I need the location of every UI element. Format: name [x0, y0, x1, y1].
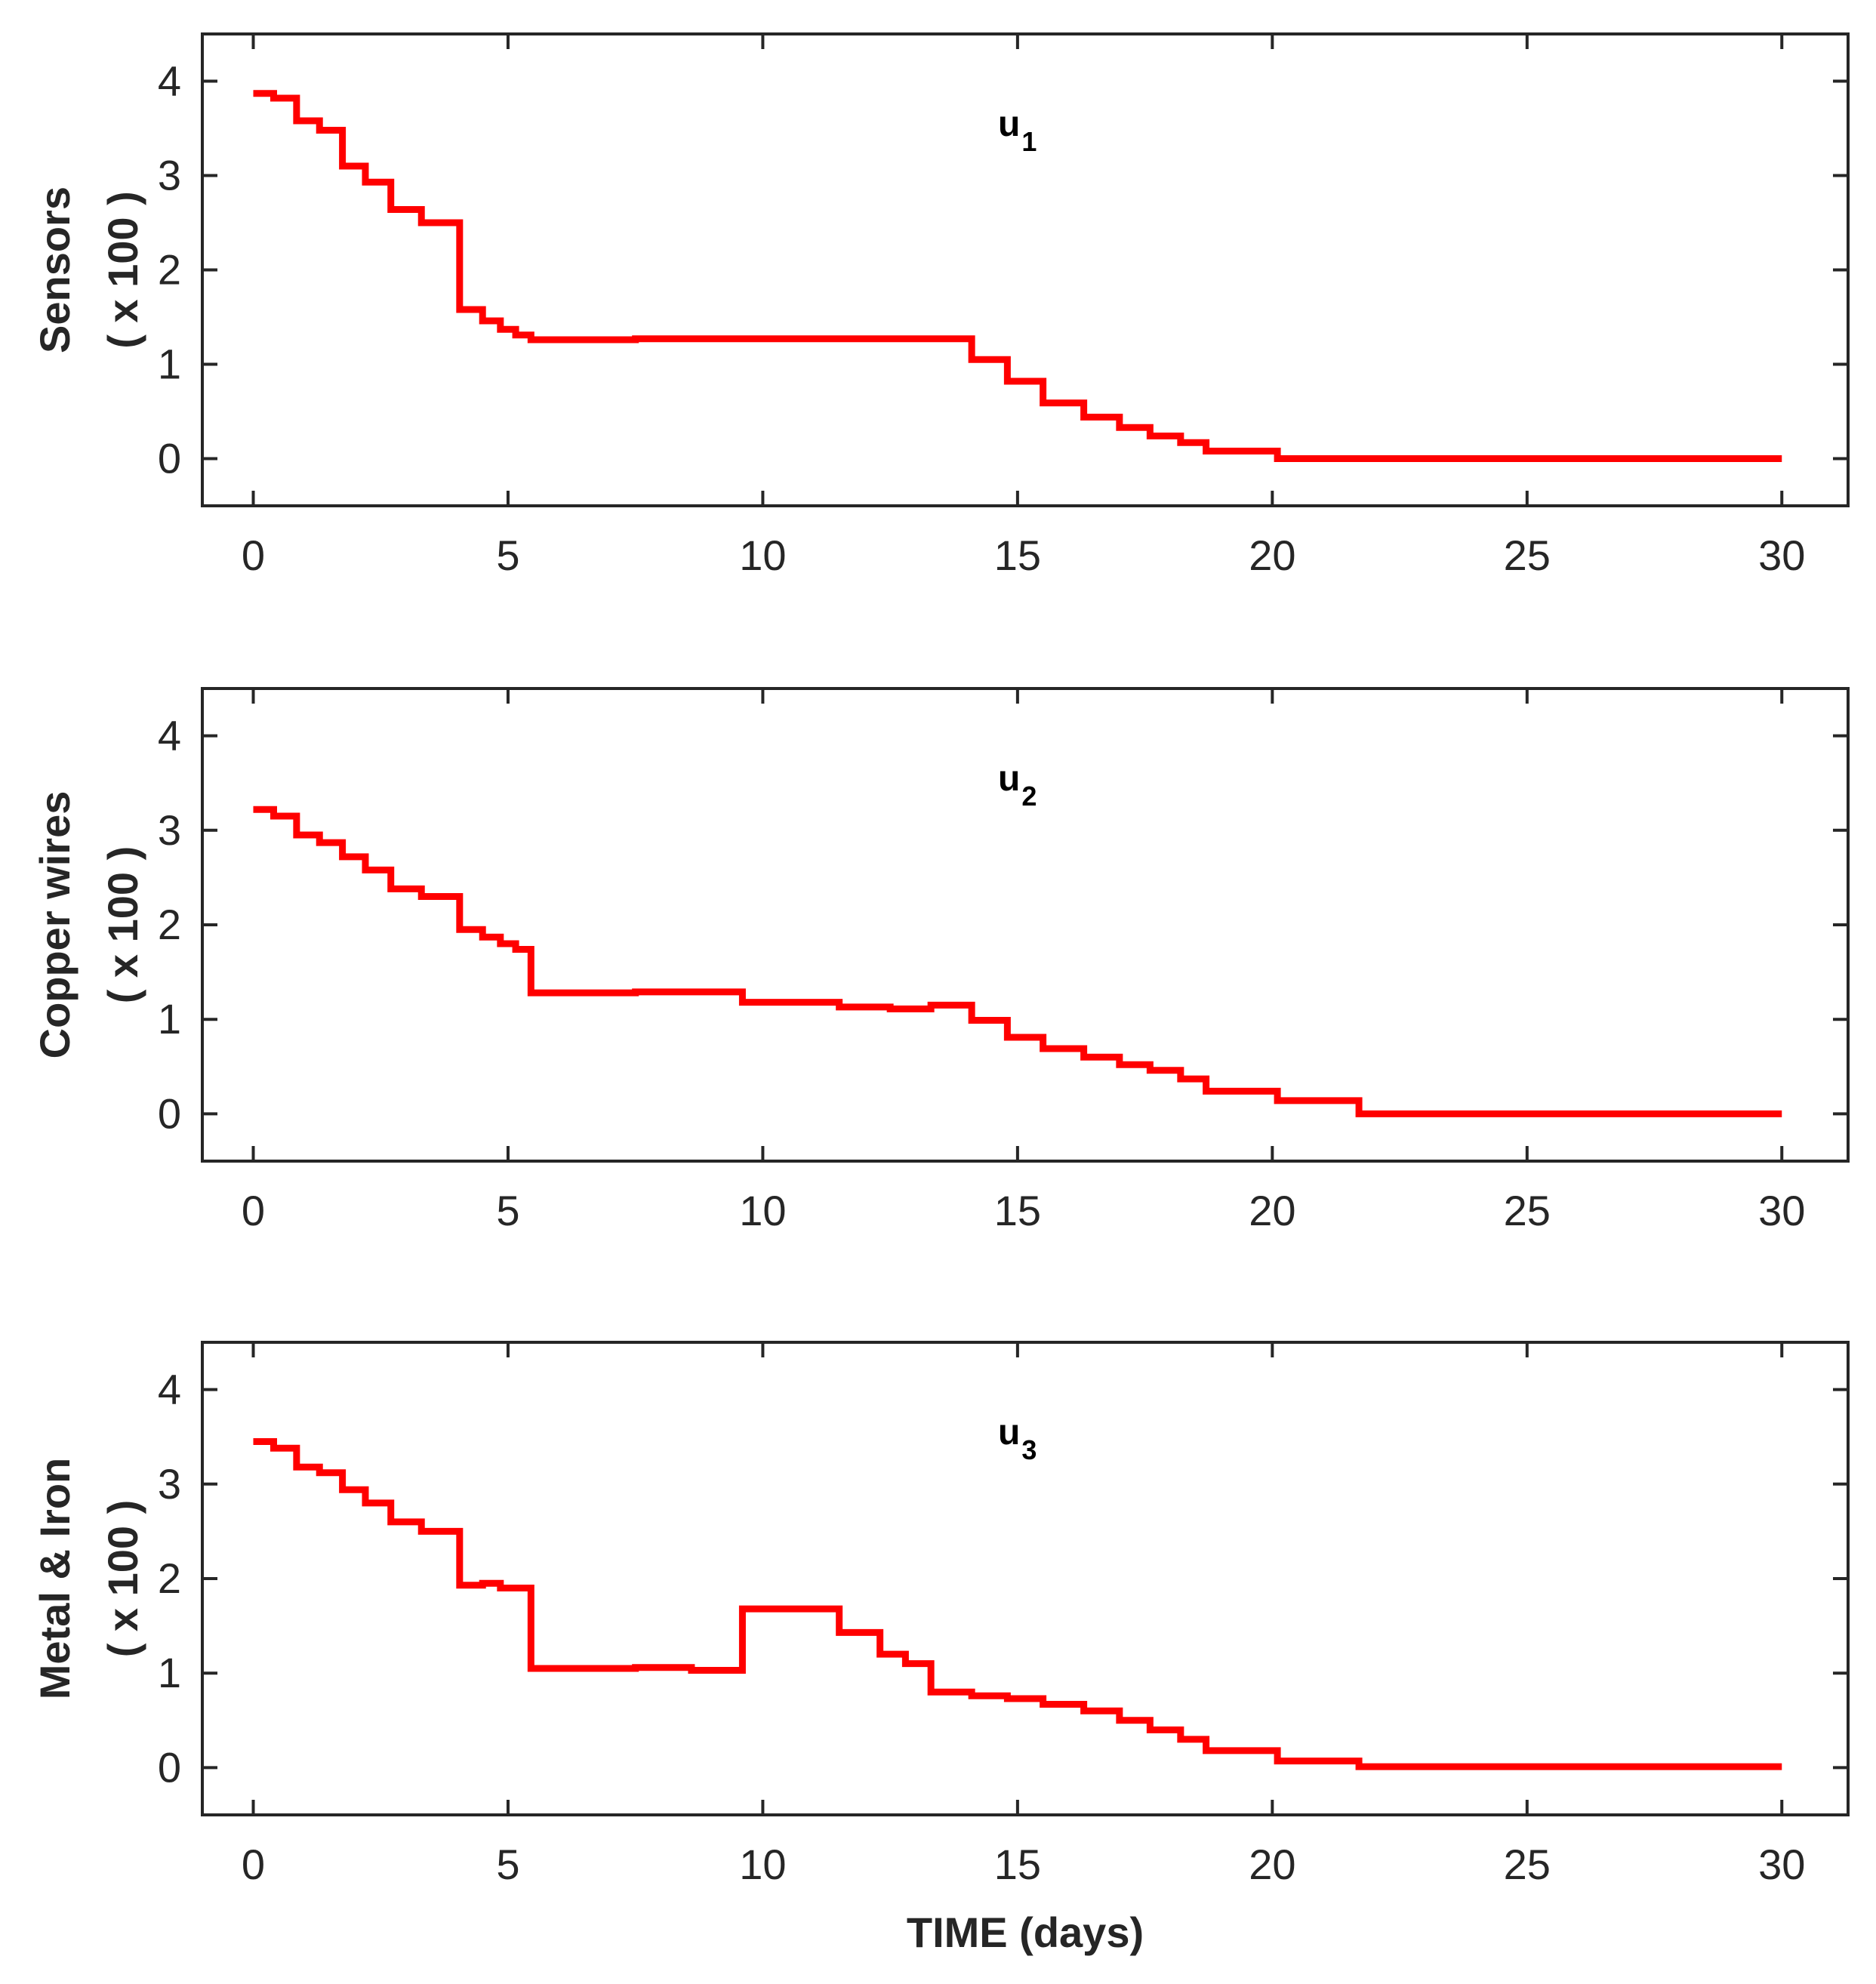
annotation-base: u: [998, 104, 1020, 144]
annotation-subscript: 1: [1021, 126, 1037, 157]
y-tick-label: 4: [158, 712, 181, 759]
x-tick-label: 20: [1249, 1841, 1295, 1888]
x-tick-label: 10: [739, 531, 786, 579]
series-line-u3: [253, 1437, 1782, 1770]
y-tick-label: 0: [158, 1089, 181, 1137]
y-axis-unit-label: ( x 100 ): [99, 1500, 146, 1658]
x-tick-label: 10: [739, 1841, 786, 1888]
axes-frame: [201, 687, 1850, 1163]
y-axis-label: Sensors: [31, 186, 79, 353]
series-annotation: u3: [998, 1413, 1037, 1465]
x-tick-label: 0: [242, 531, 265, 579]
x-tick-label: 10: [739, 1187, 786, 1234]
annotation-base: u: [998, 1413, 1020, 1453]
y-tick-label: 1: [158, 340, 181, 388]
series-annotation: u1: [998, 104, 1037, 157]
x-tick-label: 0: [242, 1841, 265, 1888]
y-tick-label: 1: [158, 995, 181, 1043]
y-tick-label: 1: [158, 1649, 181, 1696]
y-axis-label: Metal & Iron: [31, 1458, 79, 1699]
y-tick-label: 3: [158, 1460, 181, 1508]
x-tick-label: 25: [1504, 1187, 1551, 1234]
axes-frame: [201, 32, 1850, 507]
annotation-subscript: 3: [1021, 1434, 1037, 1465]
annotation-subscript: 2: [1021, 781, 1037, 812]
y-axis-unit-label: ( x 100 ): [99, 846, 146, 1004]
x-tick-label: 15: [994, 531, 1041, 579]
series-annotation: u2: [998, 759, 1037, 812]
y-tick-label: 4: [158, 57, 181, 105]
y-tick-label: 3: [158, 152, 181, 199]
y-tick-label: 2: [158, 1554, 181, 1602]
x-axis-label: TIME (days): [907, 1909, 1144, 1956]
y-tick-label: 0: [158, 435, 181, 482]
x-tick-label: 25: [1504, 531, 1551, 579]
y-tick-label: 2: [158, 901, 181, 948]
x-tick-label: 25: [1504, 1841, 1551, 1888]
series-line-u2: [253, 806, 1782, 1117]
y-tick-label: 0: [158, 1743, 181, 1791]
series-line-u1: [253, 90, 1782, 462]
x-tick-label: 0: [242, 1187, 265, 1234]
y-tick-label: 2: [158, 246, 181, 294]
x-tick-label: 15: [994, 1841, 1041, 1888]
x-tick-label: 5: [496, 531, 519, 579]
x-tick-label: 15: [994, 1187, 1041, 1234]
axes-frame: [201, 1341, 1850, 1816]
y-tick-label: 3: [158, 806, 181, 854]
x-tick-label: 30: [1758, 1841, 1805, 1888]
y-axis-unit-label: ( x 100 ): [99, 191, 146, 349]
x-tick-label: 30: [1758, 1187, 1805, 1234]
x-tick-label: 20: [1249, 1187, 1295, 1234]
x-tick-label: 30: [1758, 531, 1805, 579]
x-tick-label: 5: [496, 1187, 519, 1234]
y-tick-label: 4: [158, 1366, 181, 1413]
annotation-base: u: [998, 759, 1020, 799]
y-axis-label: Copper wires: [31, 791, 79, 1059]
x-tick-label: 5: [496, 1841, 519, 1888]
x-tick-label: 20: [1249, 531, 1295, 579]
